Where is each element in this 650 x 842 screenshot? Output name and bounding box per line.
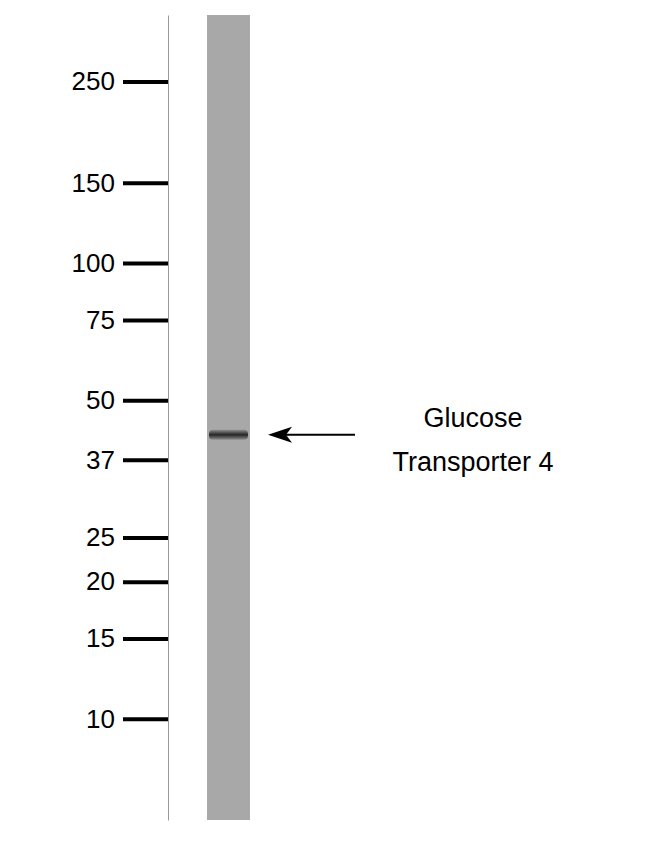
tick: 75 <box>86 305 168 335</box>
tick-label: 20 <box>86 566 115 596</box>
tick: 100 <box>72 248 168 278</box>
tick: 25 <box>86 522 168 552</box>
tick: 250 <box>72 66 168 96</box>
arrow-shaft <box>285 434 355 436</box>
tick: 20 <box>86 566 168 596</box>
tick-mark <box>123 717 168 721</box>
plot-area <box>209 430 248 440</box>
tick-label: 250 <box>72 66 115 96</box>
annotation: Glucose Transporter 4 <box>268 403 554 477</box>
tick-label: 100 <box>72 248 115 278</box>
tick: 37 <box>86 445 168 475</box>
tick: 15 <box>86 623 168 653</box>
tick-label: 75 <box>86 305 115 335</box>
tick-mark <box>123 399 168 403</box>
annotation-text: Glucose <box>423 403 522 433</box>
tick-label: 15 <box>86 623 115 653</box>
tick: 50 <box>86 385 168 415</box>
tick-mark <box>123 181 168 185</box>
tick-mark <box>123 80 168 84</box>
tick-label: 25 <box>86 522 115 552</box>
tick-label: 10 <box>86 704 115 734</box>
tick: 150 <box>72 168 168 198</box>
tick: 10 <box>86 704 168 734</box>
annotation-text: Transporter 4 <box>392 447 553 477</box>
lanes <box>207 15 250 820</box>
arrow-head <box>268 427 292 443</box>
tick-label: 50 <box>86 385 115 415</box>
axis-line <box>168 16 169 821</box>
band <box>209 430 248 440</box>
lane <box>207 15 250 820</box>
tick-mark <box>123 536 168 540</box>
tick-mark <box>123 458 168 462</box>
tick-mark <box>123 262 168 266</box>
tick-label: 37 <box>86 445 115 475</box>
tick-mark <box>123 318 168 322</box>
blot-figure: 250 150 100 75 50 37 25 20 15 10 Glucose Transporte… <box>0 0 650 842</box>
tick-mark <box>123 637 168 641</box>
tick-label: 150 <box>72 168 115 198</box>
y-axis: 250 150 100 75 50 37 25 20 15 10 <box>72 16 169 821</box>
tick-mark <box>123 580 168 584</box>
